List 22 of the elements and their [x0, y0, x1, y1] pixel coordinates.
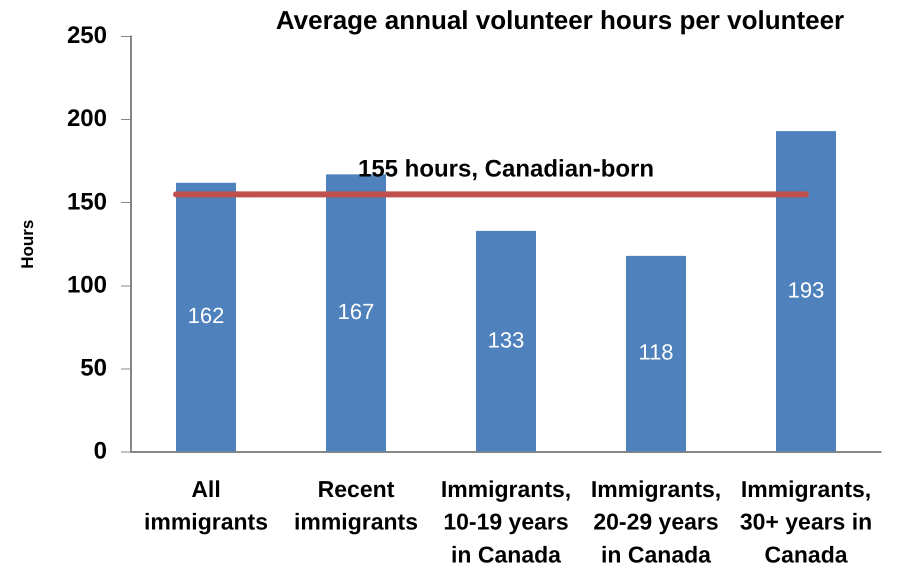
- y-tick-label: 200: [66, 105, 107, 132]
- y-tick-label: 150: [66, 188, 107, 216]
- bar: [476, 230, 536, 452]
- bar: [776, 131, 836, 452]
- y-tick-label: 100: [66, 271, 107, 298]
- y-axis-title: Hours: [18, 220, 37, 269]
- x-tick-label: Immigrants, 30+ years in Canada: [740, 476, 872, 568]
- data-label: 193: [788, 277, 824, 302]
- data-label: 133: [488, 327, 524, 352]
- y-tick-label: 250: [66, 22, 107, 50]
- bar: [626, 256, 686, 452]
- data-label: 167: [338, 299, 374, 324]
- data-label: 118: [638, 340, 674, 365]
- bar: [176, 182, 236, 452]
- x-tick-label: Immigrants, 20-29 years in Canada: [590, 476, 722, 568]
- x-tick-label: Immigrants, 10-19 years in Canada: [440, 476, 572, 568]
- data-label: 162: [188, 303, 224, 328]
- y-tick-label: 50: [80, 354, 107, 382]
- x-tick-label: All immigrants: [144, 476, 268, 535]
- chart-title: Average annual volunteer hours per volunteer: [276, 5, 844, 36]
- x-tick-label: Recent immigrants: [294, 476, 418, 535]
- y-tick-label: 0: [94, 438, 107, 465]
